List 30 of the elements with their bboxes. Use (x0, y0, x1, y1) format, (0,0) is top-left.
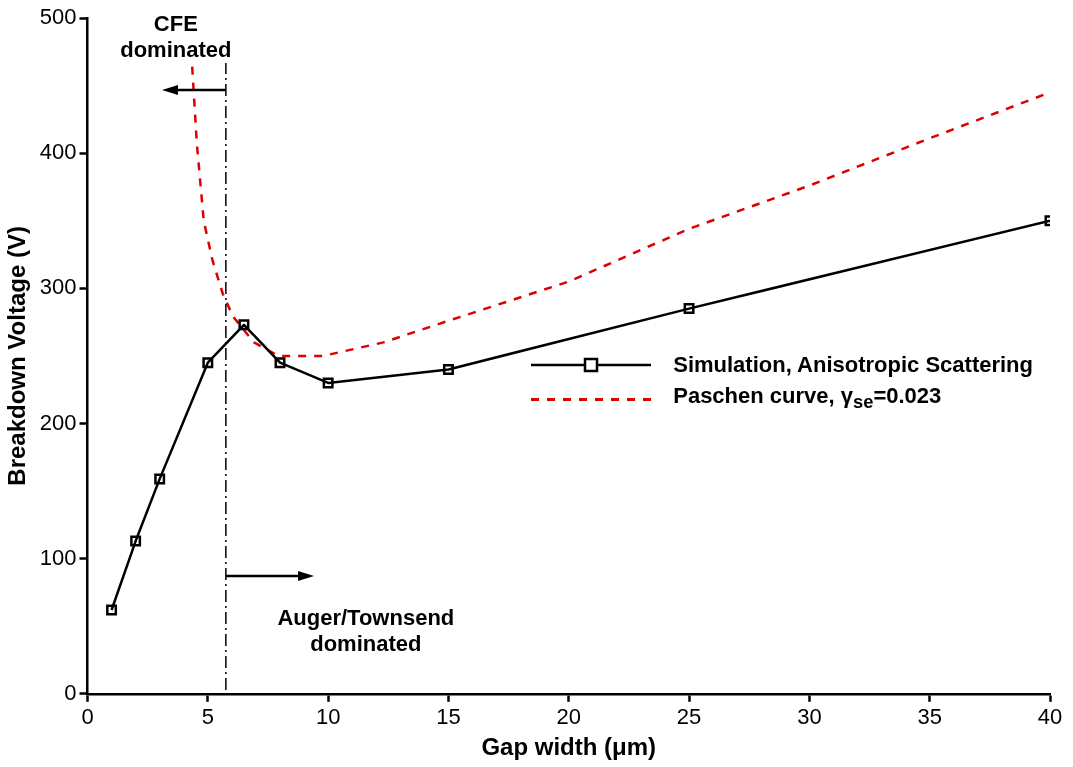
point (130, 535, 142, 547)
x-axis-title: Gap width (μm) (481, 733, 657, 761)
x-tick-label: 0 (81, 704, 94, 730)
x-tick-label: 35 (917, 704, 942, 730)
point (442, 363, 454, 375)
x-tick-label: 5 (201, 704, 214, 730)
x-tick-label: 15 (436, 704, 461, 730)
y-tick-label: 400 (39, 139, 77, 165)
legend-label: Paschen curve, γ$_{se}$=0.023 (673, 383, 942, 414)
annotation: Auger/Townsend dominated (276, 605, 456, 658)
annotation: CFE dominated (95, 10, 256, 63)
point (322, 377, 334, 389)
point (202, 357, 214, 369)
y-tick-label: 300 (39, 274, 77, 300)
x-tick-label: 10 (315, 704, 341, 730)
y-tick-label: 500 (39, 4, 77, 30)
y-tick-label: 100 (39, 544, 77, 570)
x-tick-label: 40 (1037, 704, 1063, 730)
point (238, 319, 250, 331)
point (154, 473, 166, 485)
point (106, 604, 118, 616)
point (683, 303, 695, 315)
x-tick-label: 20 (556, 704, 581, 730)
x-tick-label: 25 (676, 704, 702, 730)
point (274, 357, 286, 369)
y-axis-title: Breakdown Voltage (V) (3, 226, 31, 486)
series-label: Simulation, Anisotropic Scattering (673, 351, 1033, 378)
y-tick-label: 0 (64, 679, 77, 705)
x-tick-label: 30 (797, 704, 822, 730)
y-tick-label: 200 (39, 409, 77, 435)
